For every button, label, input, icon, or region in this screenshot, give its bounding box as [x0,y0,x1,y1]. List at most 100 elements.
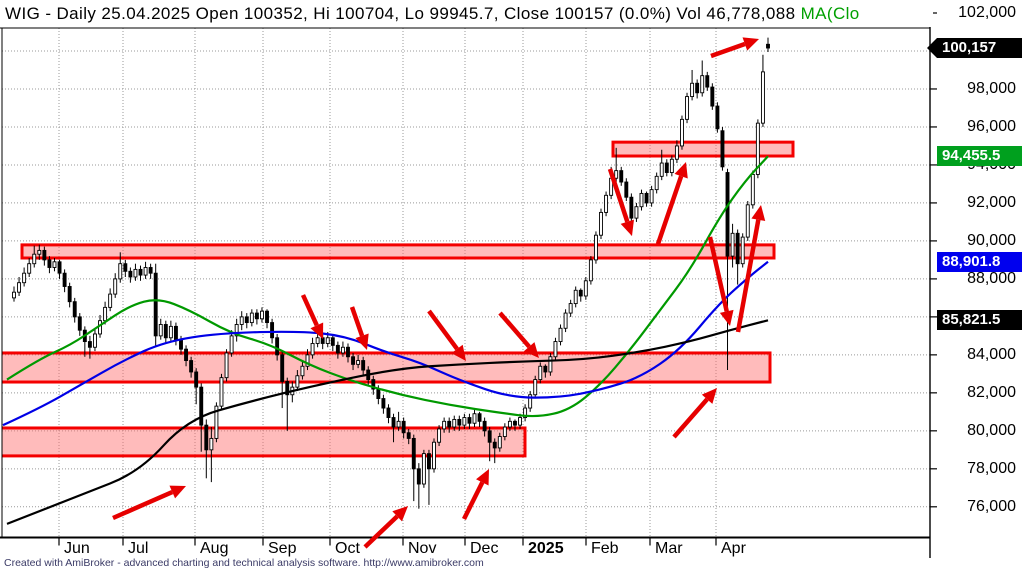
candlestick-series [12,37,770,509]
candle [42,246,47,266]
candle [87,335,92,359]
candle [543,364,548,378]
candle [695,79,700,99]
candle [209,427,214,483]
candle [427,449,431,505]
y-axis-label: 78,000 [967,459,1016,477]
price-level-label: 100,157 [927,38,1022,58]
y-axis-label: 80,000 [967,421,1016,439]
y-axis-label: 102,000 [958,4,1016,21]
candle [204,419,209,479]
candle [690,69,695,101]
trend-arrow [707,236,734,326]
trend-arrow [300,294,324,339]
candle [386,404,391,424]
candle [47,256,52,274]
candle [573,286,578,308]
candle [244,313,249,329]
x-axis-label: Apr [721,540,746,557]
candle [583,276,588,300]
x-axis-label: Jun [64,540,90,557]
trend-arrow [461,469,489,521]
candle [113,273,118,298]
candle [664,159,669,177]
candle [108,288,113,312]
candle [138,265,143,281]
candle [705,71,710,91]
trend-arrow [655,162,688,245]
MA-black-line [6,319,769,525]
y-axis-label: 92,000 [967,193,1016,211]
candle [280,351,285,409]
x-axis-label: Dec [470,540,499,557]
candle [123,259,128,277]
candle [295,370,300,391]
candle [335,341,340,359]
x-axis-label: Feb [591,540,619,557]
candle [568,299,573,317]
candle [351,352,355,371]
candle [487,427,492,462]
candle [528,390,533,412]
candle [52,258,57,272]
annotation-arrows [112,37,766,549]
footer-credit: Created with AmiBroker - advanced charti… [4,557,484,569]
candle [700,60,705,97]
candle [103,301,108,325]
price-level-label: 88,901.8 [937,251,1022,272]
candle [482,417,487,437]
candle [421,449,426,488]
candle [148,263,153,279]
candle [492,438,497,464]
candle [37,244,42,260]
candle [513,419,517,431]
trend-arrow [735,205,766,333]
candle [720,126,725,171]
candle [265,309,269,329]
candle [614,147,619,183]
candle [168,320,173,342]
price-level-label: 94,455.5 [937,146,1022,167]
candle [437,425,442,447]
candle [593,231,598,264]
candle [523,404,528,422]
candle [740,233,745,268]
candle [477,411,482,428]
trend-arrow [710,37,759,59]
candle [184,345,189,367]
candle [163,320,168,344]
candle [432,438,436,473]
candle [649,185,654,207]
candle [285,377,290,431]
candle [452,415,457,431]
y-axis-label: 98,000 [967,79,1016,97]
candle [275,333,280,361]
trend-arrow [672,388,717,439]
x-axis-label: Nov [408,540,437,557]
candle [599,208,603,240]
gridlines [2,28,930,538]
candle [239,311,244,331]
candle [553,337,558,361]
y-axis-label: 76,000 [967,497,1016,515]
candle [93,328,97,352]
candle [361,356,366,376]
candle [340,341,345,357]
x-axis-label: Oct [335,540,360,557]
trend-arrow [498,311,539,358]
candle [750,170,755,209]
candle [158,318,163,340]
candle [462,413,467,429]
candle [67,282,72,308]
candle [533,375,538,399]
y-axis-label: 90,000 [967,231,1016,249]
candle [406,428,411,445]
candle [685,92,689,124]
candle [497,432,502,452]
candle [128,267,133,283]
candle [300,360,305,380]
candle [401,417,406,439]
candle [745,201,750,241]
